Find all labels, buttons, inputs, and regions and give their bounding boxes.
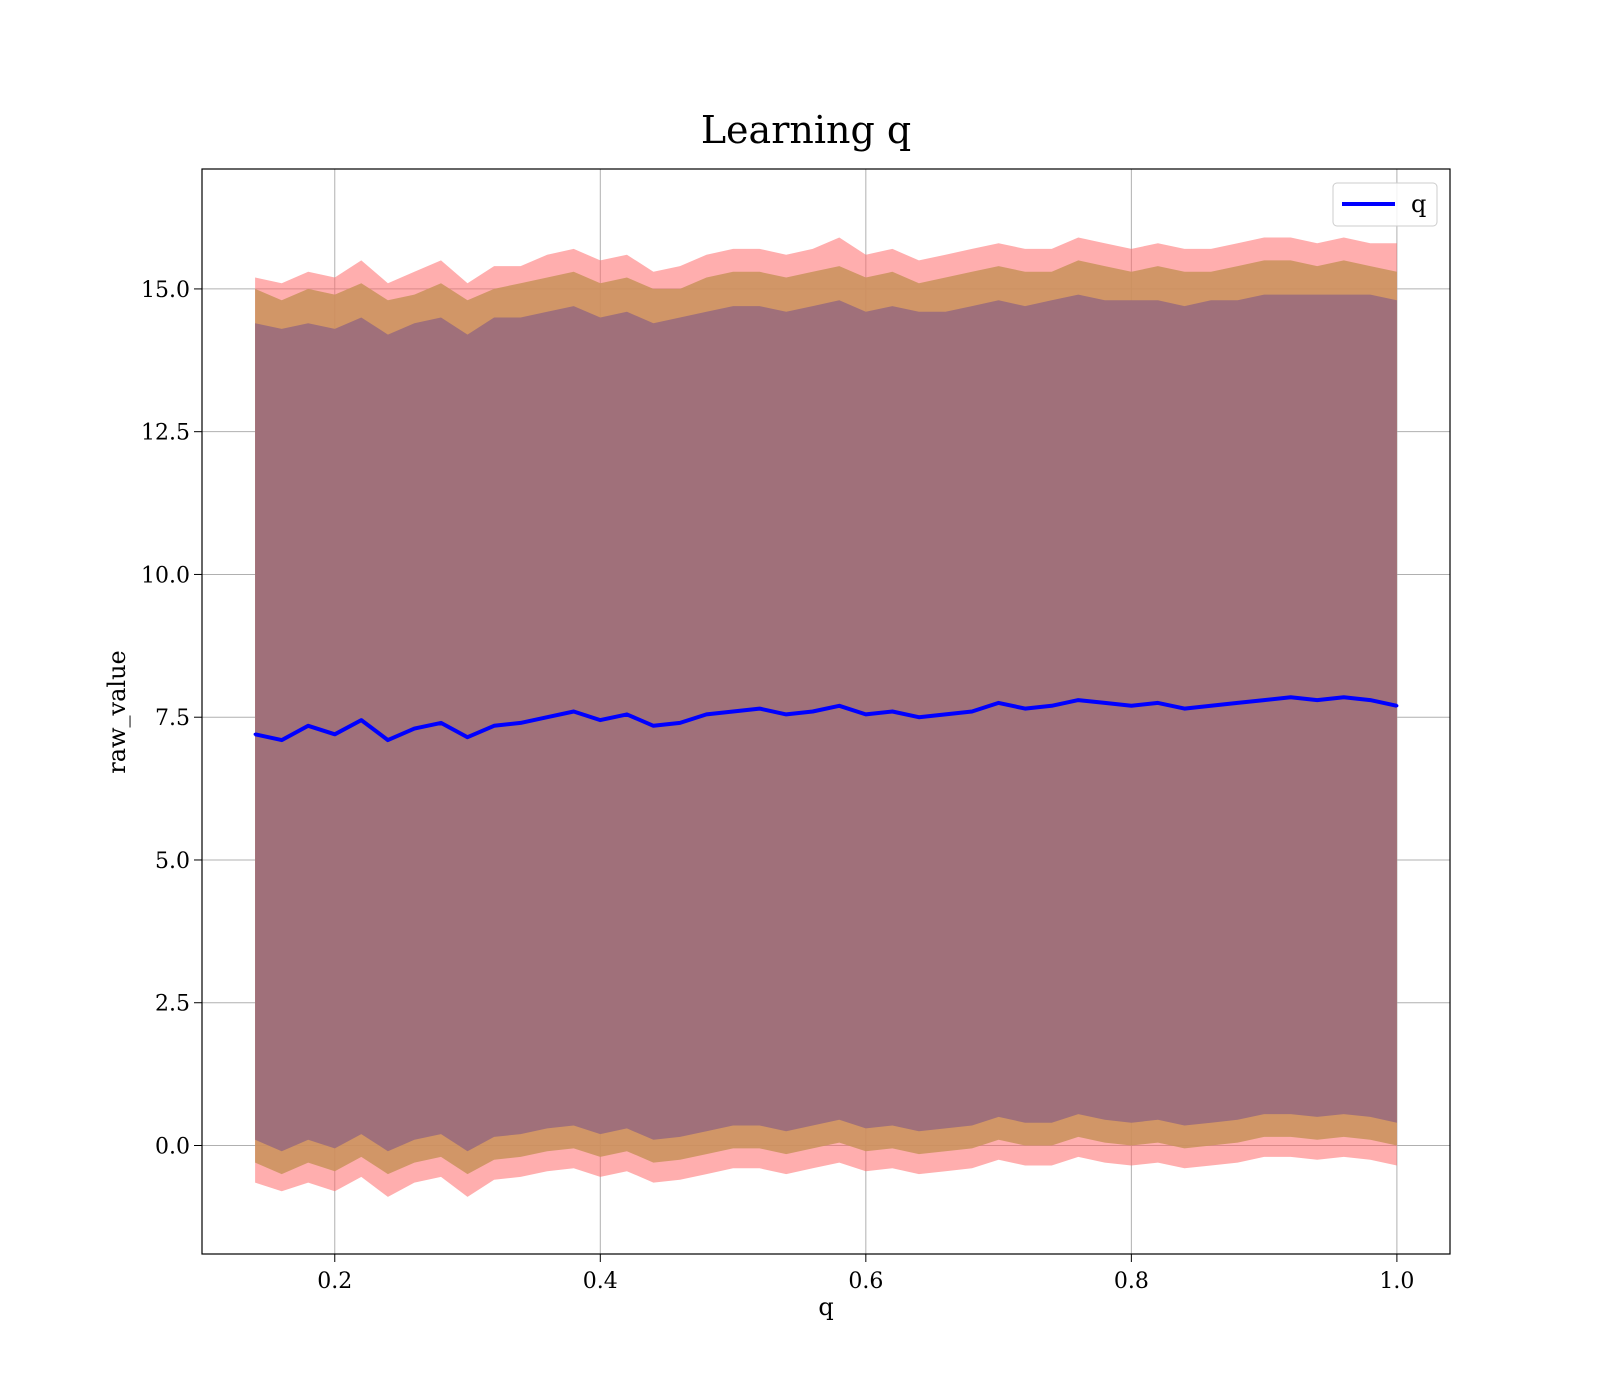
series-point-q	[1156, 701, 1160, 705]
legend-label-q: q	[1411, 190, 1426, 218]
series-point-q	[253, 732, 257, 736]
series-point-q	[1342, 695, 1346, 699]
series-point-q	[1209, 704, 1213, 708]
x-tick-label: 0.4	[583, 1269, 618, 1294]
series-point-q	[890, 710, 894, 713]
series-point-q	[359, 718, 363, 722]
series-point-q	[784, 712, 788, 716]
series-point-q	[412, 727, 416, 731]
x-tick-label: 1.0	[1379, 1269, 1414, 1294]
series-point-q	[572, 710, 576, 713]
series-point-q	[997, 701, 1001, 705]
series-line-q	[254, 695, 1398, 743]
series-line-layer	[253, 695, 1399, 743]
y-tick-label: 0.0	[155, 1135, 190, 1160]
x-tick-label: 0.6	[848, 1269, 883, 1294]
band-inner	[255, 294, 1397, 1152]
confidence-bands	[255, 237, 1397, 1197]
y-tick-label: 10.0	[141, 563, 190, 588]
x-tick-label: 0.8	[1114, 1269, 1149, 1294]
series-point-q	[1023, 707, 1027, 711]
series-point-q	[466, 735, 469, 739]
y-tick-label: 2.5	[155, 992, 190, 1017]
y-tick-label: 5.0	[155, 849, 190, 874]
series-point-q	[944, 712, 947, 716]
series-point-q	[306, 724, 310, 728]
series-point-q	[864, 712, 868, 716]
series-point-q	[705, 712, 708, 716]
series-point-q	[492, 724, 496, 728]
series-point-q	[625, 712, 629, 716]
legend[interactable]: q	[1332, 182, 1438, 227]
series-point-q	[1129, 704, 1133, 708]
y-axis-ticks: 0.0 2.5 5.0 7.5 10.0 12.5 15.0	[141, 278, 202, 1160]
series-point-q	[1395, 704, 1399, 708]
y-tick-label: 7.5	[155, 706, 190, 731]
y-tick-label: 15.0	[141, 278, 190, 303]
series-point-q	[1103, 701, 1107, 705]
plot-area-frame	[201, 168, 1451, 1255]
series-point-q	[1262, 698, 1266, 702]
series-point-q	[1368, 698, 1372, 702]
series-point-q	[811, 710, 815, 713]
series-point-q	[545, 715, 549, 719]
series-point-q	[731, 710, 735, 713]
series-point-q	[519, 721, 523, 725]
series-point-q	[280, 738, 284, 742]
series-point-q	[917, 715, 921, 719]
x-axis-label: q	[818, 1293, 833, 1321]
series-point-q	[758, 707, 762, 711]
series-point-q	[837, 704, 841, 708]
series-point-q	[1183, 707, 1186, 711]
series-point-q	[651, 724, 655, 728]
series-point-q	[970, 710, 974, 713]
y-tick-label: 12.5	[141, 421, 190, 446]
chart-title: Learning q	[701, 108, 911, 152]
series-point-q	[1076, 698, 1080, 702]
x-axis-ticks: 0.2 0.4 0.6 0.8 1.0	[317, 1254, 1414, 1294]
series-point-q	[1050, 704, 1054, 708]
series-point-q	[678, 721, 682, 725]
series-point-q	[439, 721, 443, 725]
series-point-q	[386, 738, 390, 742]
series-point-q	[1289, 695, 1293, 699]
series-point-q	[333, 732, 337, 736]
y-axis-label: raw_value	[103, 650, 131, 774]
series-point-q	[1315, 698, 1319, 702]
x-tick-label: 0.2	[317, 1269, 352, 1294]
series-point-q	[598, 718, 602, 722]
series-point-q	[1236, 701, 1240, 705]
